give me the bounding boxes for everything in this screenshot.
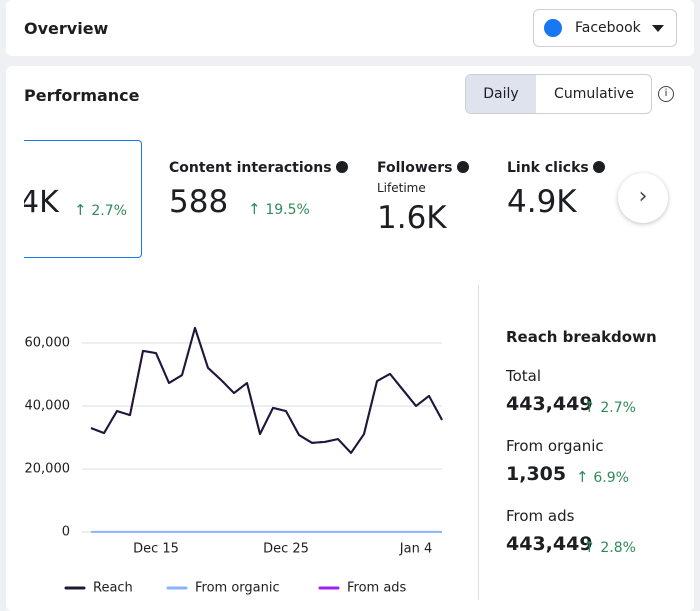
breakdown-change: 2.8% [583, 538, 636, 556]
overview-title: Overview [24, 19, 109, 38]
x-tick-label: Dec 25 [263, 542, 309, 557]
breakdown-label: From organic [506, 437, 604, 455]
breakdown-title: Reach breakdown [506, 328, 657, 346]
breakdown-value: 443,449 [506, 393, 593, 415]
y-tick-label: 0 [62, 525, 70, 540]
performance-title: Performance [24, 86, 140, 105]
breakdown-change: 2.7% [583, 398, 636, 416]
series-line [90, 326, 443, 454]
legend-label: From ads [347, 581, 407, 596]
info-icon [592, 161, 605, 173]
metric-value: 588 [169, 184, 229, 220]
x-tick-label: Dec 15 [133, 542, 179, 557]
metric-change: 2.7% [74, 201, 127, 219]
facebook-icon [544, 19, 562, 37]
metric-label: Link clicks [507, 160, 605, 176]
dropdown-arrow [652, 25, 664, 32]
divider [478, 285, 479, 600]
info-icon [456, 161, 469, 173]
toggle: Daily Cumulative [465, 74, 652, 114]
breakdown-label: From ads [506, 507, 575, 525]
series-line [90, 326, 443, 454]
legend-label: Reach [93, 581, 133, 596]
y-tick-label: 40,000 [25, 399, 71, 414]
overview-bar: Overview Facebook [6, 0, 694, 56]
platform-select[interactable]: Facebook [533, 9, 677, 47]
y-tick-label: 20,000 [25, 462, 71, 477]
breakdown-value: 443,449 [506, 533, 593, 555]
toggle-daily[interactable]: Daily [466, 75, 536, 113]
metric-value: 4K [24, 185, 59, 220]
metric-label-text: Followers [377, 160, 453, 176]
metric-label: Followers [377, 160, 469, 176]
metric-change: 19.5% [248, 200, 309, 218]
metric-label-text: Content interactions [169, 160, 332, 176]
y-tick-label: 60,000 [25, 336, 71, 351]
reach-chart: 0 20,000 40,000 60,000 Dec 15 Dec 25 Jan 4 Reac… [25, 326, 443, 596]
metric-value: 1.6K [377, 200, 447, 236]
legend-label: From organic [195, 581, 280, 596]
x-tick-label: Jan 4 [399, 542, 432, 557]
breakdown-change: 6.9% [576, 468, 629, 486]
next-button[interactable]: › [618, 173, 668, 223]
toggle-cumulative[interactable]: Cumulative [554, 86, 634, 102]
info-icon [335, 161, 348, 173]
breakdown-label: Total [506, 367, 542, 385]
breakdown-value: 1,305 [506, 463, 567, 485]
platform-label: Facebook [575, 20, 641, 36]
metric-sublabel: Lifetime [377, 181, 426, 195]
metric-card-reach[interactable]: 4K 2.7% [24, 140, 142, 258]
metric-value: 4.9K [507, 184, 577, 220]
metric-label: Content interactions [169, 160, 348, 176]
info-icon[interactable]: i [658, 86, 674, 102]
metric-label-text: Link clicks [507, 160, 589, 176]
performance-card: Performance Daily Cumulative i [6, 66, 694, 611]
